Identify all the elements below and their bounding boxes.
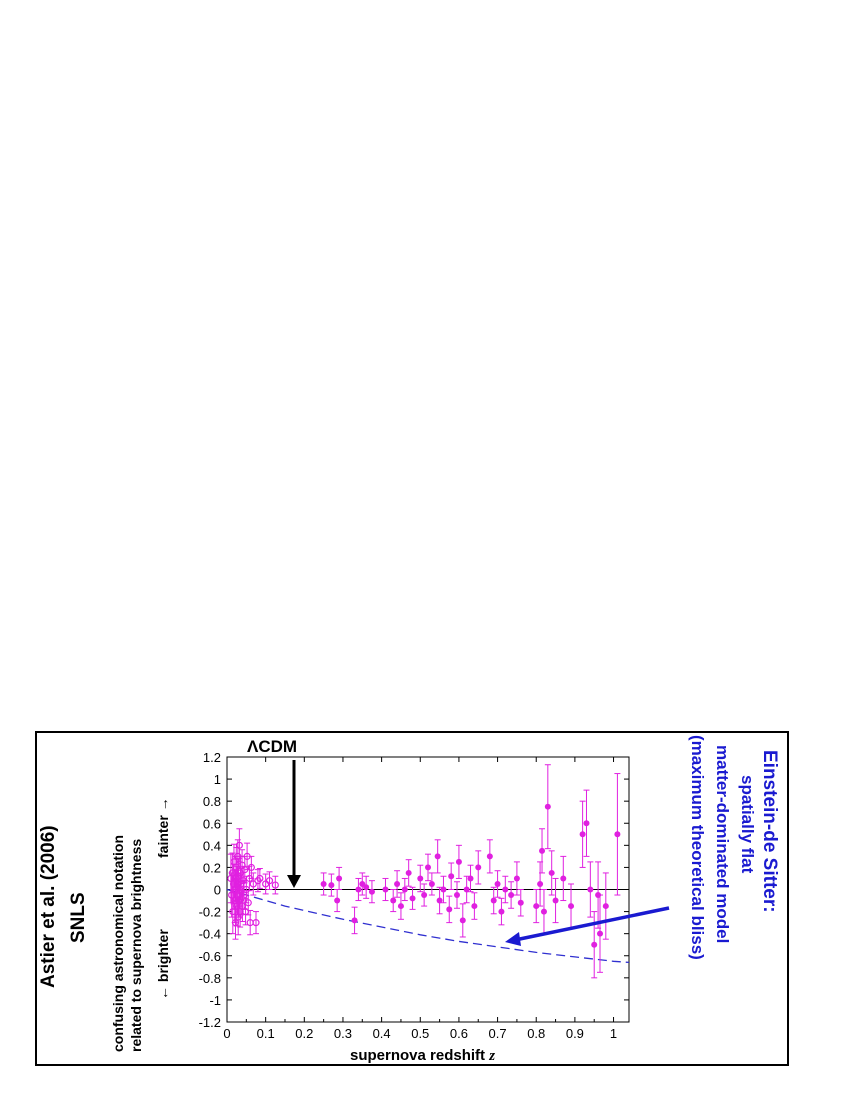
data-point-open	[265, 877, 274, 885]
data-point	[446, 906, 453, 913]
data-point-open	[254, 877, 262, 885]
data-point	[560, 875, 567, 882]
data-point	[486, 853, 493, 860]
data-point	[508, 892, 515, 899]
x-tick-label: 0.6	[450, 1026, 468, 1041]
y-tick-label: 1.2	[203, 750, 221, 765]
data-point-open	[247, 863, 255, 872]
data-point	[405, 869, 412, 876]
y-tick-label: 1	[214, 772, 221, 787]
data-point	[455, 858, 462, 865]
y-tick-label: -0.2	[199, 905, 221, 920]
figure-frame	[35, 731, 789, 1066]
data-point	[409, 895, 416, 902]
data-point	[579, 831, 586, 838]
eds-arrowhead	[505, 932, 521, 946]
lcdm-arrowhead	[287, 875, 301, 888]
data-point	[494, 880, 501, 887]
data-point	[440, 886, 447, 893]
data-point	[355, 886, 362, 893]
data-point	[533, 903, 540, 910]
data-point	[552, 897, 559, 904]
x-tick-label: 0.3	[334, 1026, 352, 1041]
data-point	[544, 803, 551, 810]
data-point	[463, 886, 470, 893]
data-point	[421, 892, 428, 899]
y-tick-label: -0.4	[199, 927, 221, 942]
data-point	[336, 875, 343, 882]
data-point	[513, 875, 520, 882]
data-point	[363, 884, 370, 891]
x-tick-label: 1	[610, 1026, 617, 1041]
data-point	[448, 873, 455, 880]
data-point	[502, 886, 509, 893]
eds-arrow	[514, 906, 670, 942]
y-tick-label: 0.6	[203, 816, 221, 831]
x-tick-label: 0.8	[527, 1026, 545, 1041]
data-point	[368, 888, 375, 895]
data-point-open	[271, 881, 279, 889]
y-tick-label: -0.8	[199, 971, 221, 986]
x-tick-label: 0.9	[566, 1026, 584, 1041]
x-axis-label: supernova redshift z	[350, 1047, 495, 1064]
data-point	[382, 886, 389, 893]
data-point	[471, 903, 478, 910]
data-point-open	[256, 874, 264, 883]
data-point	[390, 897, 397, 904]
data-point	[394, 880, 401, 887]
data-point	[475, 864, 482, 871]
data-point	[540, 908, 547, 915]
data-point-open	[235, 841, 243, 849]
data-point	[537, 880, 544, 887]
data-point	[436, 897, 443, 904]
data-point	[614, 831, 621, 838]
y-tick-label: -0.6	[199, 949, 221, 964]
data-point-open	[252, 919, 260, 927]
data-point	[583, 820, 590, 827]
data-point-open	[244, 899, 252, 907]
y-tick-label: -1.2	[199, 1015, 221, 1030]
x-tick-label: 0	[223, 1026, 230, 1041]
data-point	[539, 847, 546, 854]
data-point	[602, 903, 609, 910]
data-point	[428, 880, 435, 887]
data-point	[467, 875, 474, 882]
data-point	[401, 886, 408, 893]
data-point	[517, 899, 524, 906]
data-point-open	[249, 880, 257, 888]
x-tick-label: 0.5	[411, 1026, 429, 1041]
data-point	[351, 917, 358, 924]
data-point	[328, 882, 335, 889]
data-point	[397, 903, 404, 910]
data-point	[498, 908, 505, 915]
data-point	[417, 875, 424, 882]
x-tick-label: 0.4	[373, 1026, 391, 1041]
y-tick-label: -1	[209, 993, 221, 1008]
data-point	[434, 853, 441, 860]
data-point	[568, 903, 575, 910]
eds-model-curve	[226, 888, 630, 964]
data-point	[425, 864, 431, 871]
data-point	[548, 869, 555, 876]
y-tick-label: 0.8	[203, 794, 221, 809]
data-point	[453, 892, 460, 899]
data-point	[459, 917, 466, 924]
data-point	[597, 930, 604, 937]
x-tick-label: 0.1	[257, 1026, 275, 1041]
y-tick-label: 0.4	[203, 838, 221, 853]
data-point	[490, 897, 497, 904]
data-point	[591, 941, 598, 948]
y-tick-label: 0.2	[203, 860, 221, 875]
data-point	[320, 880, 327, 887]
x-tick-label: 0.2	[295, 1026, 313, 1041]
y-tick-label: 0	[214, 883, 221, 898]
x-tick-label: 0.7	[489, 1026, 507, 1041]
data-point	[334, 897, 341, 904]
lcdm-label: ΛCDM	[247, 737, 297, 756]
data-point	[587, 886, 594, 893]
